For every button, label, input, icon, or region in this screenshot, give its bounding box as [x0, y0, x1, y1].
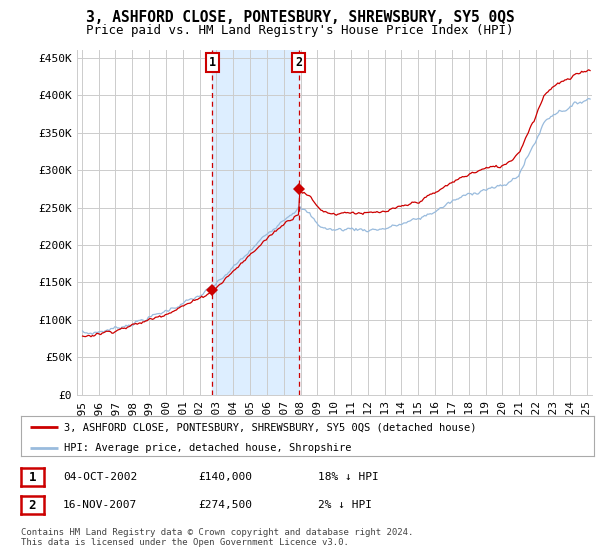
Text: 3, ASHFORD CLOSE, PONTESBURY, SHREWSBURY, SY5 0QS: 3, ASHFORD CLOSE, PONTESBURY, SHREWSBURY… — [86, 10, 514, 25]
Text: 2: 2 — [29, 498, 36, 512]
Text: 2: 2 — [295, 55, 302, 68]
Text: 18% ↓ HPI: 18% ↓ HPI — [318, 472, 379, 482]
Text: 16-NOV-2007: 16-NOV-2007 — [63, 500, 137, 510]
Text: 04-OCT-2002: 04-OCT-2002 — [63, 472, 137, 482]
Text: 2% ↓ HPI: 2% ↓ HPI — [318, 500, 372, 510]
Text: Contains HM Land Registry data © Crown copyright and database right 2024.
This d: Contains HM Land Registry data © Crown c… — [21, 528, 413, 547]
Text: £140,000: £140,000 — [198, 472, 252, 482]
Text: 1: 1 — [29, 470, 36, 484]
Text: £274,500: £274,500 — [198, 500, 252, 510]
Text: HPI: Average price, detached house, Shropshire: HPI: Average price, detached house, Shro… — [64, 442, 352, 452]
Text: 1: 1 — [209, 55, 216, 68]
Text: 3, ASHFORD CLOSE, PONTESBURY, SHREWSBURY, SY5 0QS (detached house): 3, ASHFORD CLOSE, PONTESBURY, SHREWSBURY… — [64, 422, 476, 432]
Text: Price paid vs. HM Land Registry's House Price Index (HPI): Price paid vs. HM Land Registry's House … — [86, 24, 514, 37]
Bar — [212, 50, 299, 395]
